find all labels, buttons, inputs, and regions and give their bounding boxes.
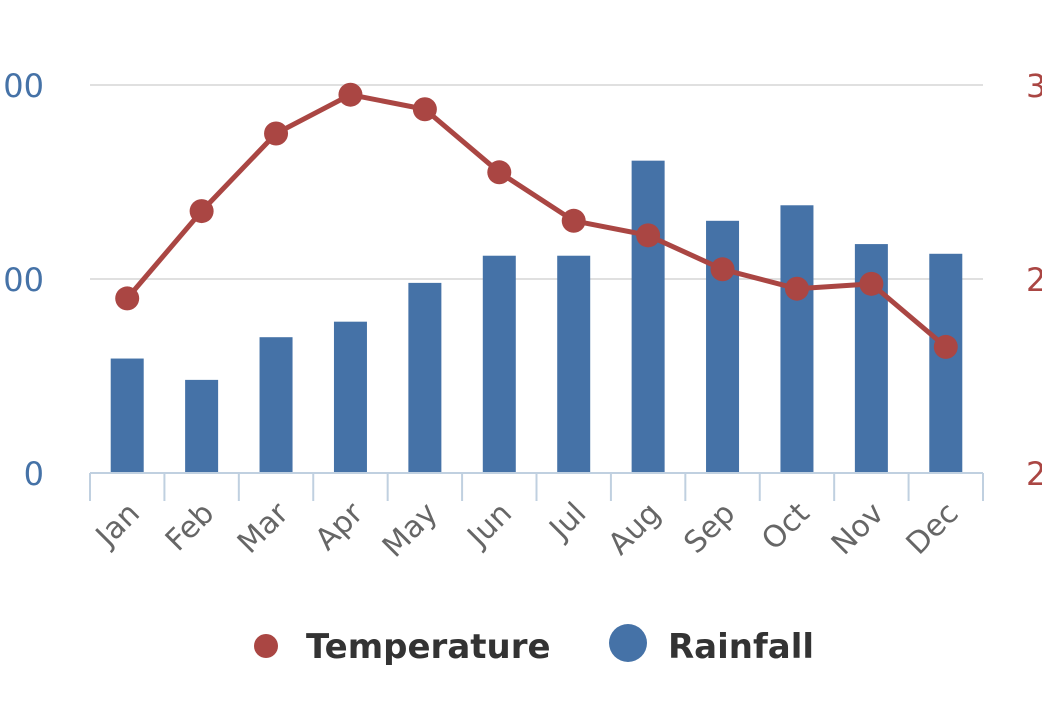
temperature-point-dec[interactable] [933,334,958,359]
x-tick-label: Jan [88,496,147,555]
x-tick-label: Jun [460,496,519,555]
x-tick-label: Jul [542,496,594,548]
x-tick-label: Nov [825,496,891,562]
left-tick-label: 00 [3,261,44,299]
right-tick-label: 3 [1026,67,1042,105]
temperature-point-aug[interactable] [636,223,661,248]
left-tick-label: 0 [24,455,44,493]
gridlines [90,84,983,280]
rainfall-bar-apr[interactable] [333,321,367,473]
right-tick-label: 2 [1026,261,1042,299]
rainfall-bars [110,160,963,473]
right-tick-label: 2 [1026,455,1042,493]
temperature-point-jan[interactable] [115,286,140,311]
left-tick-label: 00 [3,67,44,105]
temperature-point-may[interactable] [412,97,437,122]
temperature-series-line [125,92,948,349]
x-tick-label: Sep [677,496,742,561]
rainfall-bar-jun[interactable] [482,255,516,473]
x-tick-label: Aug [602,496,668,562]
temperature-point-apr[interactable] [338,82,363,107]
temperature-point-jun[interactable] [487,160,512,185]
x-tick-label: Feb [159,496,221,558]
x-tick-label: May [376,496,445,565]
temperature-point-oct[interactable] [784,276,809,301]
legend-temperature-label[interactable]: Temperature [306,627,551,667]
legend[interactable]: Temperature Rainfall [254,624,814,667]
rainfall-bar-may[interactable] [408,282,442,473]
legend-temperature-marker[interactable] [254,634,278,658]
x-tick-label: Apr [309,495,371,557]
temperature-point-jul[interactable] [561,208,586,233]
rainfall-bar-jan[interactable] [110,358,144,473]
legend-rainfall-label[interactable]: Rainfall [668,627,814,667]
x-axis: Jan Feb Mar Apr May Jun Jul Aug Sep Oct Nov Dec [88,472,984,565]
temperature-point-feb[interactable] [189,199,214,224]
temperature-point-nov[interactable] [859,271,884,296]
rainfall-bar-dec[interactable] [929,253,963,473]
temperature-point-sep[interactable] [710,257,735,282]
x-tick-label: Dec [900,496,966,562]
rainfall-bar-oct[interactable] [780,205,814,473]
x-tick-label: Oct [755,496,817,558]
right-y-axis: 2 2 3 [1026,67,1042,493]
rainfall-bar-jul[interactable] [557,255,591,473]
rainfall-bar-feb[interactable] [185,379,219,473]
temperature-point-mar[interactable] [264,121,289,146]
rainfall-bar-mar[interactable] [259,337,293,473]
legend-rainfall-marker[interactable] [609,624,647,662]
rainfall-bar-aug[interactable] [631,160,665,473]
x-tick-label: Mar [231,495,296,560]
temperature-line [115,82,958,359]
